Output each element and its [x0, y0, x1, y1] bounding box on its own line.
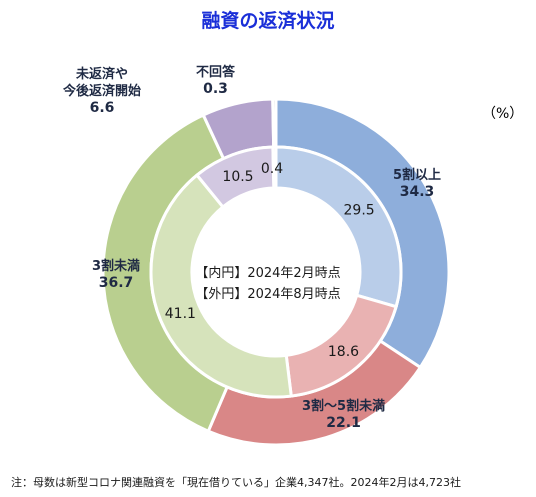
inner-slice-2: [149, 173, 293, 399]
footnote: 注：母数は新型コロナ関連融資を「現在借りている」企業4,347社。2024年2月…: [11, 476, 461, 489]
outer-label-fukaito: 不回答 0.3: [196, 65, 236, 97]
outer-label-5wari-ijo: 5割以上 34.3: [393, 168, 442, 200]
outer-slice-4: [271, 97, 278, 149]
outer-label-3wari-miman: 3割未満 36.7: [92, 259, 141, 291]
inner-value-0: 29.5: [344, 202, 375, 218]
inner-value-1: 18.6: [328, 344, 359, 360]
inner-value-4: 0.4: [261, 161, 283, 177]
center-label-outer: 【外円】2024年8月時点: [195, 287, 341, 302]
outer-label-mihensai: 未返済や 今後返済開始 6.6: [63, 67, 142, 116]
inner-value-3: 10.5: [222, 169, 253, 185]
inner-ring: [149, 145, 403, 399]
inner-values: 29.5 18.6 41.1 10.5 0.4: [165, 161, 375, 360]
inner-slice-4: [271, 145, 278, 190]
unit-label: （%）: [482, 106, 524, 122]
inner-value-2: 41.1: [165, 306, 196, 322]
center-label-inner: 【内円】2024年2月時点: [195, 266, 341, 281]
outer-label-3wari-5wari: 3割～5割未満 22.1: [302, 399, 386, 431]
chart-title: 融資の返済状況: [201, 10, 335, 32]
donut-chart: 29.5 18.6 41.1 10.5 0.4: [101, 97, 451, 447]
